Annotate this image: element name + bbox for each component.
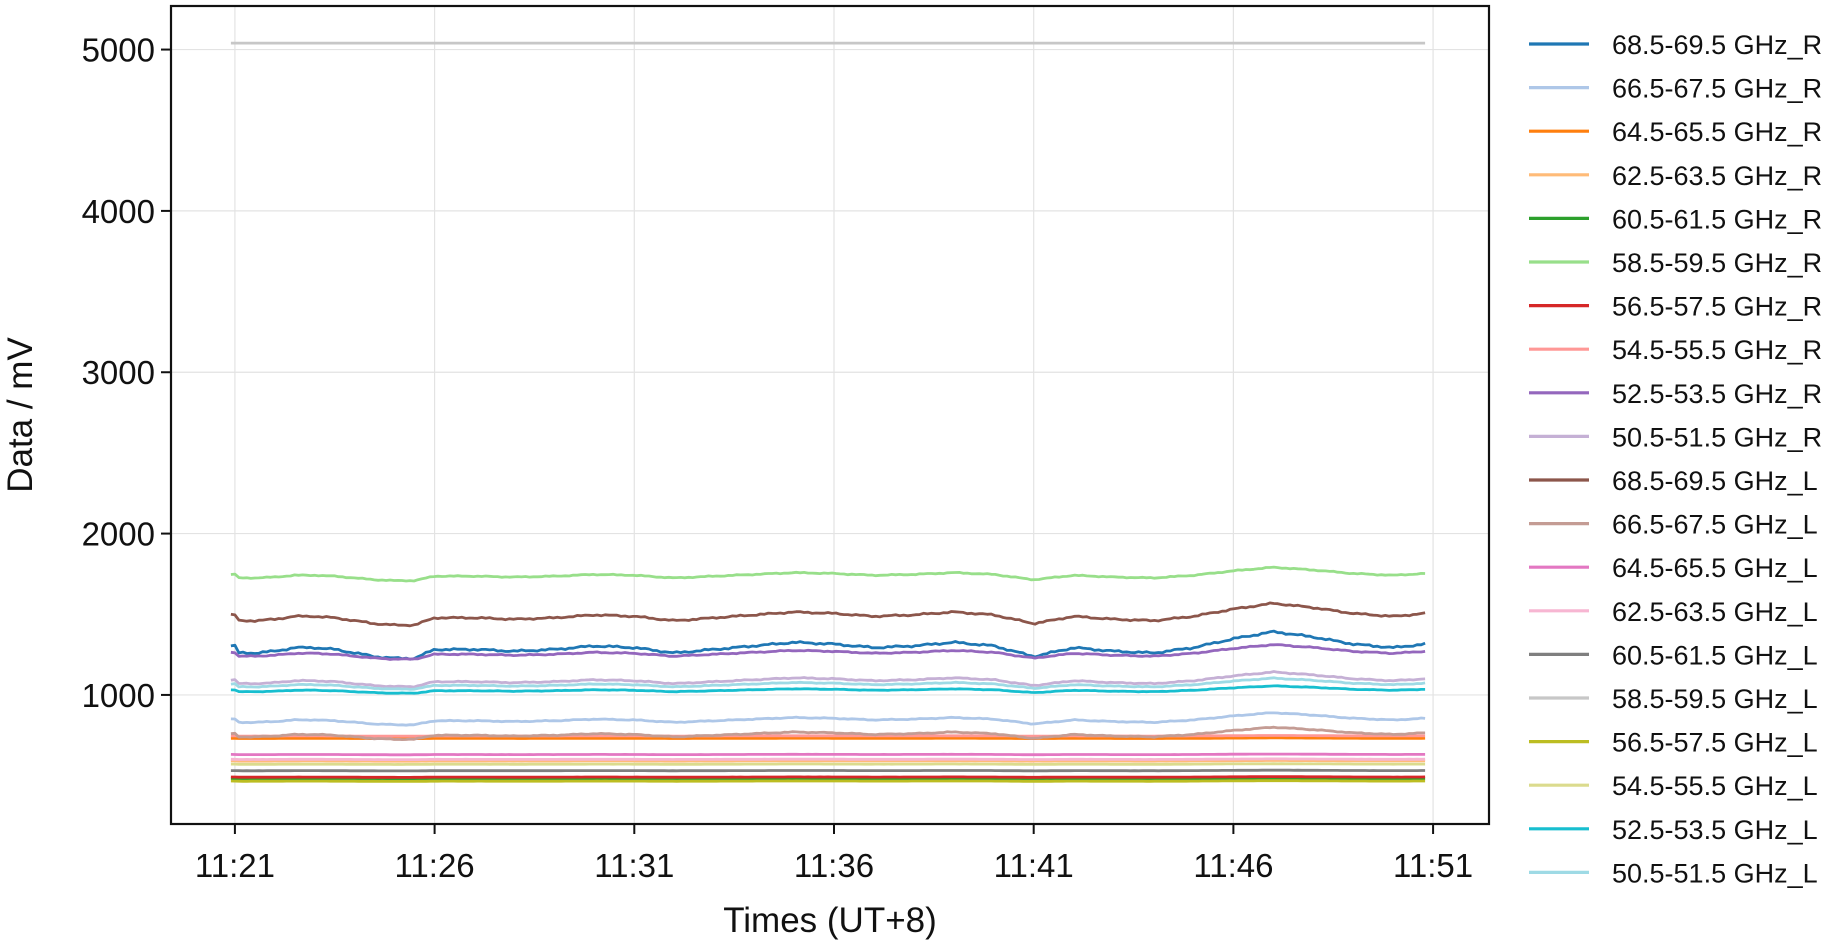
series-line [230, 684, 1426, 695]
x-tick-label: 11:36 [794, 847, 874, 884]
x-axis-label: Times (UT+8) [723, 901, 937, 940]
x-tick-label: 11:41 [994, 847, 1074, 884]
legend-label: 64.5-65.5 GHz_L [1612, 553, 1818, 583]
series-line [230, 779, 1426, 783]
legend-label: 50.5-51.5 GHz_R [1612, 422, 1822, 452]
series-line [230, 776, 1426, 781]
y-tick-label: 2000 [82, 516, 155, 553]
legend-label: 58.5-59.5 GHz_R [1612, 248, 1822, 278]
y-tick-label: 4000 [82, 193, 155, 230]
legend-label: 52.5-53.5 GHz_R [1612, 379, 1822, 409]
y-axis: 1000 2000 3000 4000 5000 [82, 32, 171, 714]
legend-label: 50.5-51.5 GHz_L [1612, 858, 1818, 888]
legend-label: 54.5-55.5 GHz_R [1612, 335, 1822, 365]
series-line [230, 670, 1426, 689]
series-line [230, 757, 1426, 761]
series-line [230, 762, 1426, 766]
series-line [230, 565, 1426, 583]
series-line [230, 601, 1426, 628]
plot-frame [169, 4, 1491, 826]
x-tick-label: 11:26 [395, 847, 475, 884]
legend-label: 60.5-61.5 GHz_L [1612, 640, 1818, 670]
x-axis: 11:21 11:26 11:31 11:36 11:41 11:46 11:51 [195, 824, 1473, 884]
series-line [230, 734, 1426, 738]
legend-label: 60.5-61.5 GHz_R [1612, 204, 1822, 234]
series-line [230, 768, 1426, 773]
legend-label: 52.5-53.5 GHz_L [1612, 815, 1818, 845]
x-tick-label: 11:21 [195, 847, 275, 884]
x-tick-label: 11:31 [594, 847, 674, 884]
y-axis-label: Data / mV [1, 337, 40, 493]
legend-label: 56.5-57.5 GHz_L [1612, 728, 1818, 758]
legend: 68.5-69.5 GHz_R 66.5-67.5 GHz_R 64.5-65.5 … [1529, 30, 1822, 888]
series-line [230, 775, 1426, 779]
series-line [230, 676, 1426, 691]
y-tick-label: 1000 [82, 677, 155, 714]
series-line [230, 736, 1426, 741]
legend-label: 68.5-69.5 GHz_L [1612, 466, 1818, 496]
legend-label: 66.5-67.5 GHz_R [1612, 74, 1822, 104]
legend-label: 62.5-63.5 GHz_L [1612, 597, 1818, 627]
series-lines [230, 41, 1426, 783]
legend-label: 64.5-65.5 GHz_R [1612, 117, 1822, 147]
series-line [230, 711, 1426, 727]
series-line [230, 759, 1426, 763]
y-tick-label: 3000 [82, 354, 155, 391]
legend-label: 62.5-63.5 GHz_R [1612, 161, 1822, 191]
y-tick-label: 5000 [82, 32, 155, 69]
legend-label: 58.5-59.5 GHz_L [1612, 684, 1818, 714]
legend-label: 54.5-55.5 GHz_L [1612, 771, 1818, 801]
legend-label: 56.5-57.5 GHz_R [1612, 292, 1822, 322]
grid-lines [171, 6, 1489, 824]
x-tick-label: 11:51 [1393, 847, 1473, 884]
series-line [230, 725, 1426, 741]
legend-label: 68.5-69.5 GHz_R [1612, 30, 1822, 60]
series-line [230, 629, 1426, 661]
series-line [230, 643, 1426, 661]
x-tick-label: 11:46 [1193, 847, 1273, 884]
series-line [230, 752, 1426, 757]
legend-label: 66.5-67.5 GHz_L [1612, 510, 1818, 540]
